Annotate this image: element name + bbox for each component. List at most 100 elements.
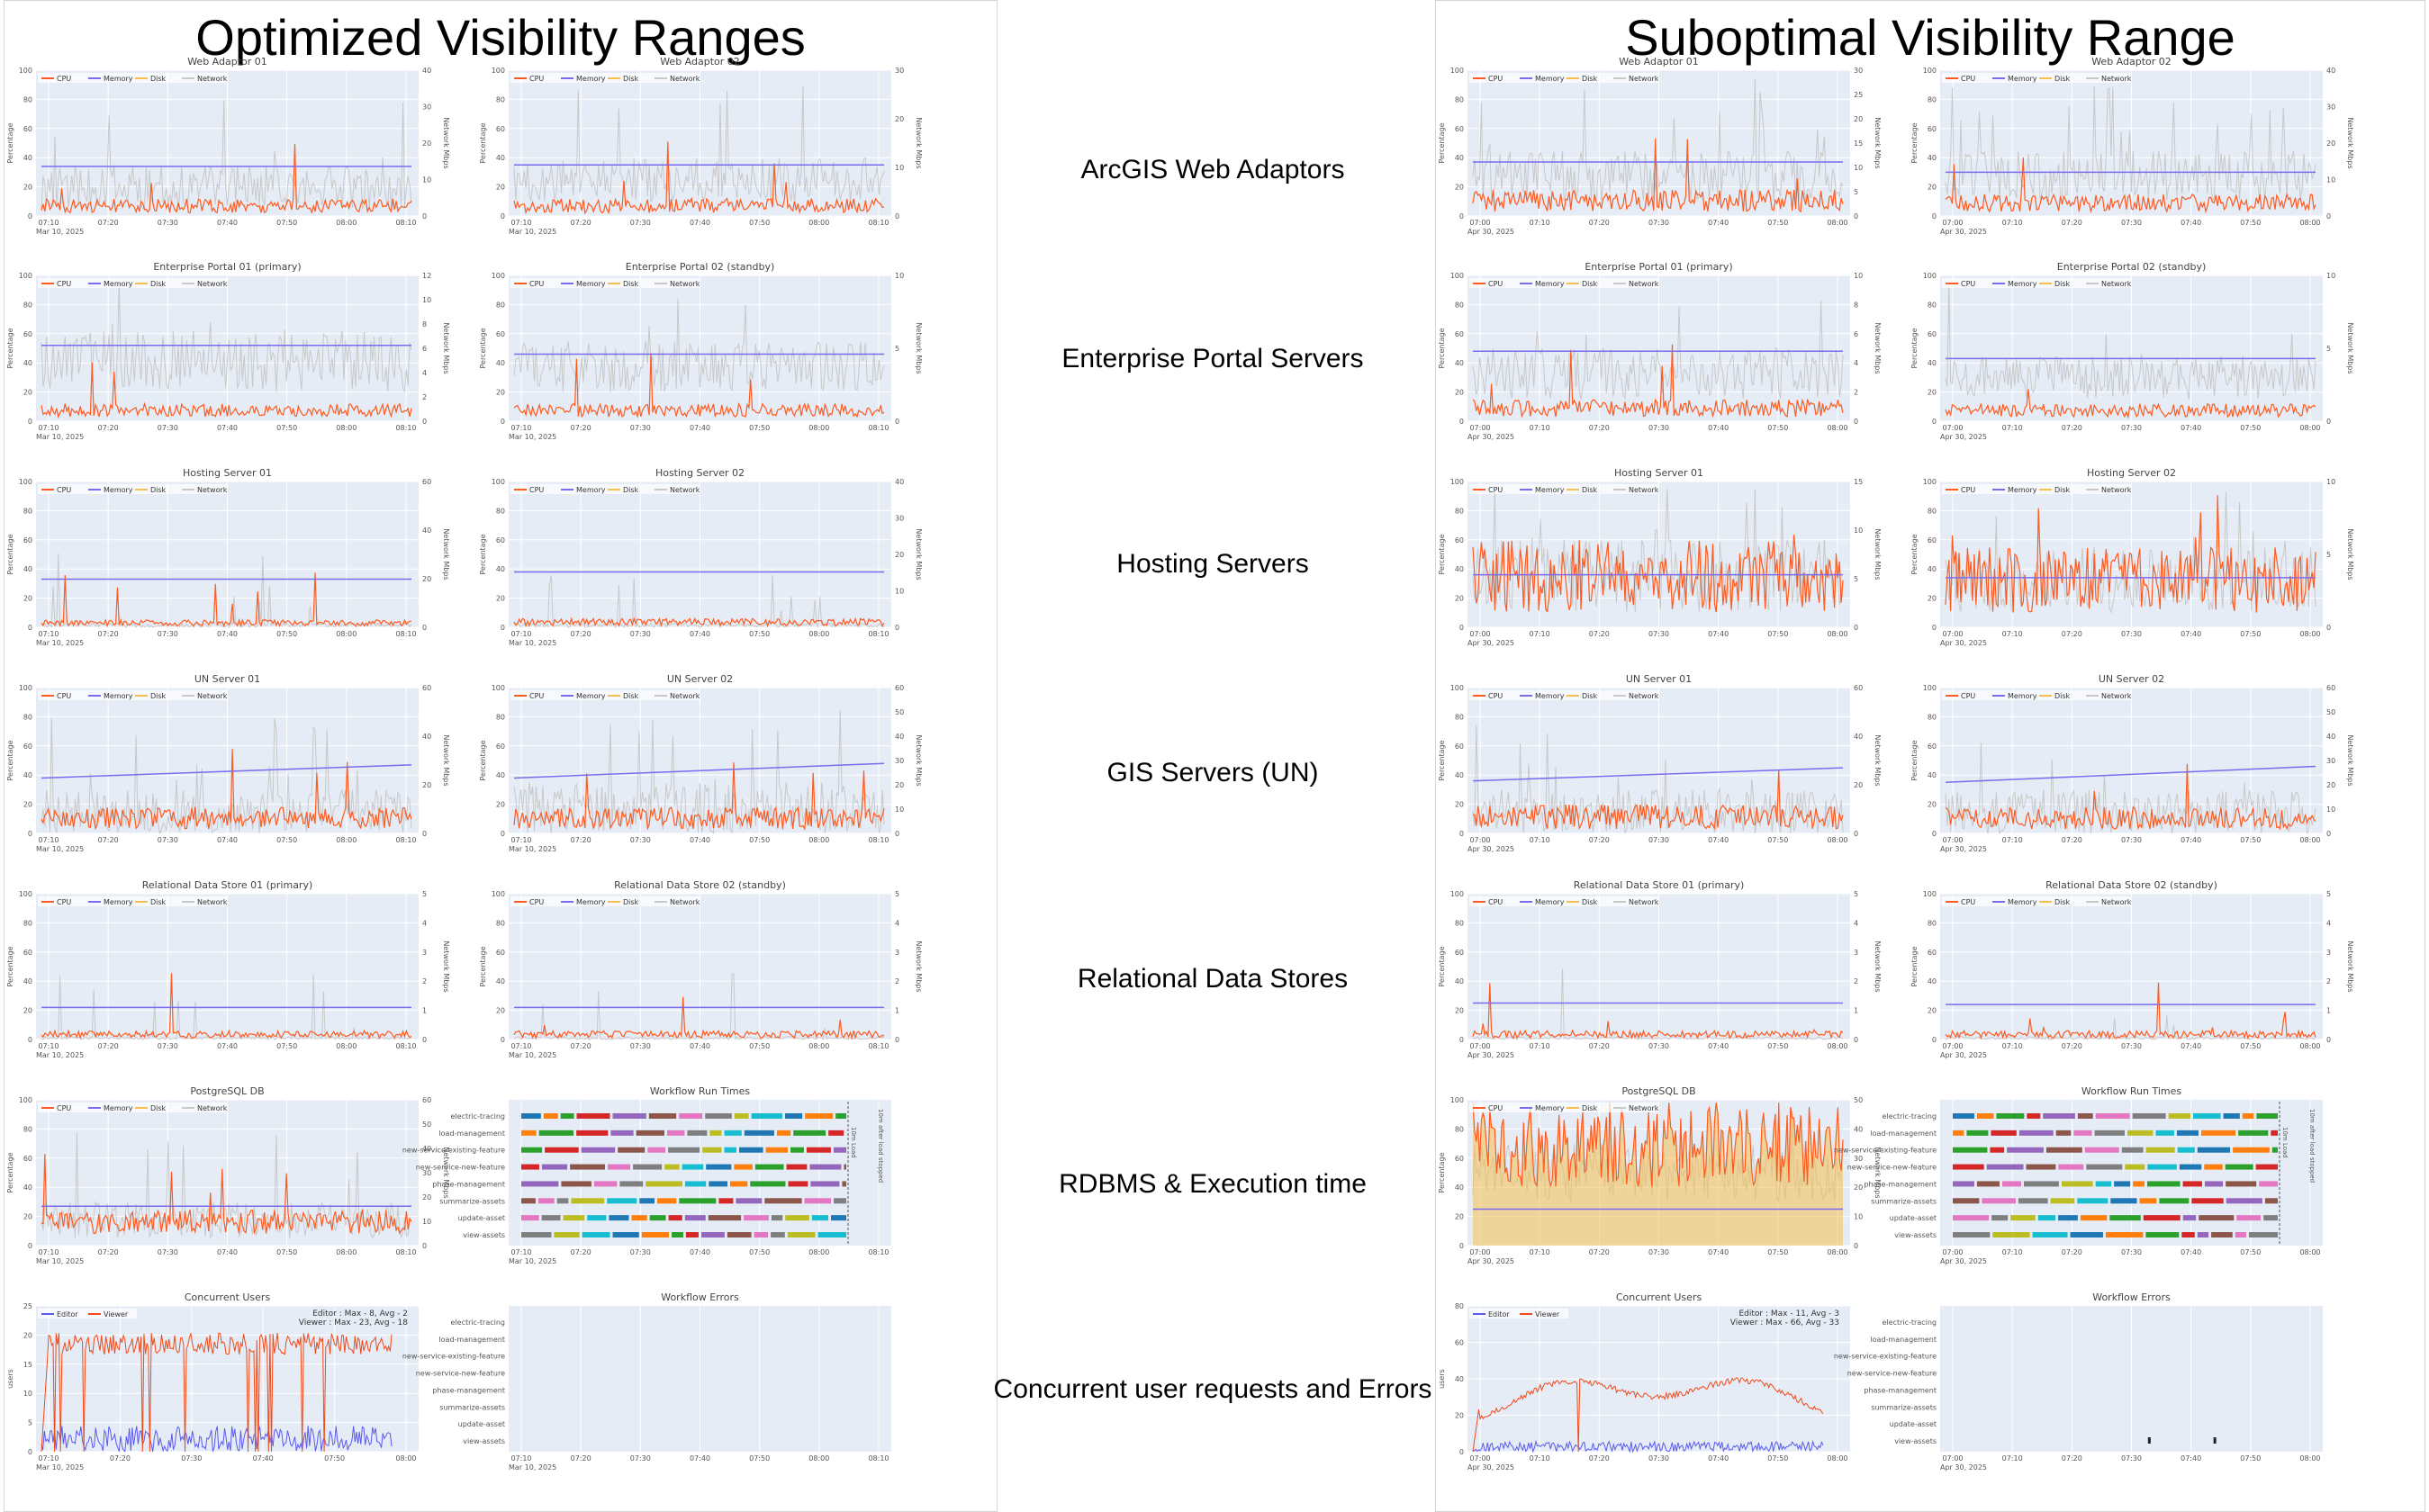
x-tick-label: 08:10 (868, 424, 889, 432)
y2-tick-label: 1 (422, 1007, 427, 1015)
workflow-run-bar (682, 1164, 704, 1170)
y2-tick-label: 0 (422, 212, 427, 220)
workflow-run-bar (2133, 1181, 2145, 1187)
network-series (1472, 300, 1844, 400)
y2-tick-label: 10 (2326, 806, 2335, 814)
workflow-run-bar (734, 1113, 749, 1119)
legend-label: Network (197, 280, 228, 288)
x-tick-label: 07:40 (217, 424, 238, 432)
workflow-run-bar (2110, 1198, 2137, 1204)
x-tick-label: 07:10 (2002, 836, 2023, 844)
network-series (41, 974, 412, 1040)
legend-label: Disk (623, 280, 639, 288)
x-tick-label: 07:50 (276, 1042, 297, 1050)
workflow-run-bar (2271, 1147, 2278, 1153)
y-tick-label: 0 (1932, 418, 1937, 426)
y2-tick-label: 0 (422, 830, 427, 838)
y-tick-label: 60 (496, 742, 505, 751)
x-tick-label: 07:30 (1648, 836, 1669, 844)
x-tick-label: 07:50 (749, 836, 770, 844)
y-tick-label: 80 (1455, 95, 1464, 104)
legend-label: Disk (2054, 898, 2071, 906)
cpu-series (1472, 983, 1844, 1040)
workflow-run-bar (543, 1113, 558, 1119)
workflow-run-bar (804, 1198, 832, 1204)
workflow-run-bar (619, 1181, 644, 1187)
workflow-run-bar (2146, 1181, 2181, 1187)
date-label: Apr 30, 2025 (1940, 228, 1987, 236)
workflow-run-bar (785, 1113, 803, 1119)
viewer-series (41, 1332, 393, 1453)
workflow-run-bar (646, 1181, 682, 1187)
workflow-run-bar (765, 1147, 788, 1153)
date-label: Mar 10, 2025 (36, 1463, 84, 1472)
y-tick-label: 0 (1459, 418, 1464, 426)
x-tick-label: 08:00 (808, 1042, 829, 1050)
x-tick-label: 08:00 (2299, 1248, 2320, 1256)
legend-box (38, 690, 227, 700)
x-tick-label: 07:10 (1530, 836, 1550, 844)
workflow-run-bar (2181, 1232, 2195, 1238)
legend-label: Disk (2054, 75, 2071, 83)
memory-series (1945, 765, 2316, 784)
x-tick-label: 07:10 (1530, 630, 1550, 638)
chart-title: Hosting Server 01 (183, 467, 272, 479)
workflow-label: new-service-existing-feature (1834, 1147, 1937, 1155)
y-tick-label: 0 (1459, 212, 1464, 220)
network-series (41, 283, 412, 393)
workflow-run-bar (636, 1130, 664, 1136)
y2-tick-label: 3 (422, 949, 427, 957)
workflow-run-bar (2159, 1198, 2190, 1204)
legend-label: CPU (1488, 1104, 1503, 1112)
x-tick-label: 07:30 (158, 1042, 178, 1050)
y-tick-label: 10 (23, 1390, 32, 1398)
cpu-series (1472, 1102, 1844, 1188)
legend-box (38, 73, 227, 83)
workflow-label: summarize-assets (439, 1197, 505, 1205)
y-tick-label: 20 (23, 389, 32, 397)
x-tick-label: 07:10 (38, 1454, 59, 1462)
x-tick-label: 07:40 (1708, 1454, 1729, 1462)
chart-L-wrt: Workflow Run Times 07:10 07:20 07:30 07:40 07… (402, 1085, 891, 1265)
y2-tick-label: 0 (2326, 212, 2331, 220)
y2-tick-label: 8 (1854, 301, 1858, 309)
y-tick-label: 80 (1455, 507, 1464, 515)
workflow-run-bar (1953, 1198, 1980, 1204)
workflow-run-bar (786, 1164, 808, 1170)
date-label: Mar 10, 2025 (509, 845, 556, 853)
workflow-run-bar (609, 1215, 629, 1221)
y2-tick-label: 20 (1854, 1184, 1863, 1192)
y2-tick-label: 40 (895, 478, 904, 486)
x-tick-label: 07:40 (690, 1042, 710, 1050)
legend-box (510, 484, 700, 494)
y2-tick-label: 40 (422, 67, 431, 75)
y2-tick-label: 30 (1854, 1155, 1863, 1163)
y-tick-label: 80 (1455, 713, 1464, 721)
y-tick-label: 20 (496, 389, 505, 397)
y-tick-label: 0 (501, 212, 505, 220)
x-tick-label: 07:20 (2062, 1454, 2082, 1462)
x-tick-label: 07:10 (2002, 630, 2023, 638)
workflow-run-bar (2027, 1113, 2041, 1119)
y2-tick-label: 2 (1854, 977, 1858, 986)
legend-label: Network (670, 898, 700, 906)
y-tick-label: 100 (1450, 1096, 1464, 1104)
y2-tick-label: 1 (1854, 1007, 1858, 1015)
y-axis-label: Percentage (1438, 328, 1446, 368)
x-tick-label: 07:40 (1708, 1042, 1729, 1050)
y-tick-label: 0 (28, 418, 32, 426)
error-mark (2147, 1437, 2151, 1444)
x-tick-label: 07:00 (1469, 630, 1490, 638)
workflow-run-bar (754, 1232, 769, 1238)
workflow-run-bar (2255, 1164, 2278, 1170)
chart-R-cu: Concurrent Users 0 20 40 60 80 07:00 07:10 07:20… (1438, 1292, 1850, 1472)
y-tick-label: 60 (1455, 1155, 1464, 1163)
chart-R-rds1: Relational Data Store 01 (primary)020406… (1438, 879, 1882, 1059)
x-tick-label: 07:40 (690, 424, 710, 432)
legend-box (1469, 73, 1658, 83)
legend-label: Disk (1582, 486, 1598, 494)
workflow-run-bar (541, 1215, 561, 1221)
legend-label: Memory (104, 1104, 133, 1112)
y-tick-label: 100 (1450, 67, 1464, 75)
y-tick-label: 80 (1455, 919, 1464, 927)
